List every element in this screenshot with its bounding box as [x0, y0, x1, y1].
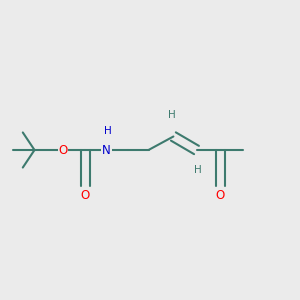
Text: N: N: [102, 143, 111, 157]
Text: H: H: [194, 165, 202, 176]
Text: O: O: [58, 143, 68, 157]
Text: H: H: [168, 110, 176, 120]
Text: O: O: [81, 189, 90, 203]
Text: H: H: [104, 125, 112, 136]
Text: O: O: [216, 189, 225, 203]
